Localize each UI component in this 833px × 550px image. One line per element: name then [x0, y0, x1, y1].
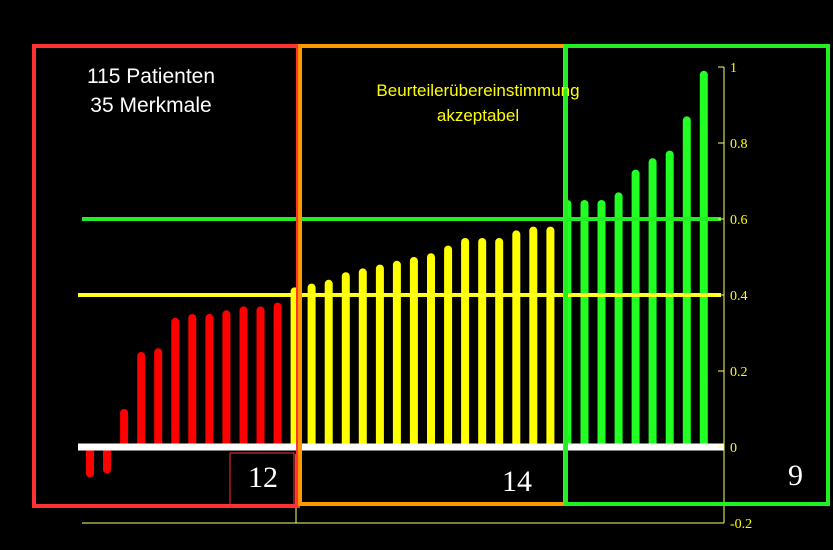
bar-yellow-5	[358, 268, 367, 447]
orange-zone-count: 14	[502, 465, 532, 498]
y-tick-label: 1	[730, 61, 737, 76]
bar-green-7	[665, 150, 674, 447]
bar-red-7	[188, 314, 197, 447]
bar-yellow-14	[512, 230, 521, 447]
bar-yellow-8	[409, 257, 418, 447]
bar-red-6	[171, 317, 180, 447]
bar-yellow-6	[375, 264, 384, 447]
y-tick-label: 0.4	[730, 289, 748, 304]
agreement-zone-label: Beurteilerübereinstimmung akzeptabel	[376, 81, 580, 125]
bar-red-12	[273, 302, 282, 447]
red-count-box	[229, 452, 295, 507]
y-tick-label: 0.8	[730, 137, 748, 152]
green-zone-count: 9	[788, 459, 803, 492]
bar-yellow-3	[324, 279, 333, 447]
bar-yellow-16	[546, 226, 555, 447]
y-tick-label: 0.6	[730, 213, 748, 228]
bar-green-2	[580, 200, 589, 447]
bar-red-4	[137, 352, 146, 447]
bar-yellow-15	[529, 226, 538, 447]
red-zone-count: 12	[248, 461, 278, 494]
bar-yellow-12	[478, 238, 487, 447]
bar-yellow-11	[461, 238, 470, 447]
bar-red-3	[120, 409, 129, 447]
bar-yellow-13	[495, 238, 504, 447]
sample-info-label: 115 Patienten 35 Merkmale	[86, 65, 216, 117]
bar-yellow-4	[341, 272, 350, 447]
bar-yellow-9	[427, 253, 435, 447]
bar-green-5	[631, 169, 640, 447]
bar-red-1	[86, 447, 94, 478]
bar-red-11	[256, 306, 265, 447]
bar-green-6	[648, 158, 657, 447]
bar-red-8	[205, 314, 214, 447]
bar-red-2	[103, 447, 111, 474]
bar-red-10	[239, 306, 248, 447]
bar-green-4	[614, 192, 623, 447]
bar-red-9	[222, 310, 231, 447]
y-tick-label: 0	[730, 441, 737, 456]
y-tick-label: -0.2	[730, 517, 752, 532]
bar-green-3	[597, 200, 606, 447]
green-zone-frame	[564, 44, 830, 506]
bar-red-5	[154, 348, 163, 447]
bar-yellow-10	[444, 245, 453, 447]
bar-green-8	[682, 116, 691, 448]
bar-yellow-2	[307, 283, 316, 447]
bar-yellow-7	[392, 260, 401, 447]
y-tick-label: 0.2	[730, 365, 748, 380]
bar-green-9	[699, 70, 708, 448]
